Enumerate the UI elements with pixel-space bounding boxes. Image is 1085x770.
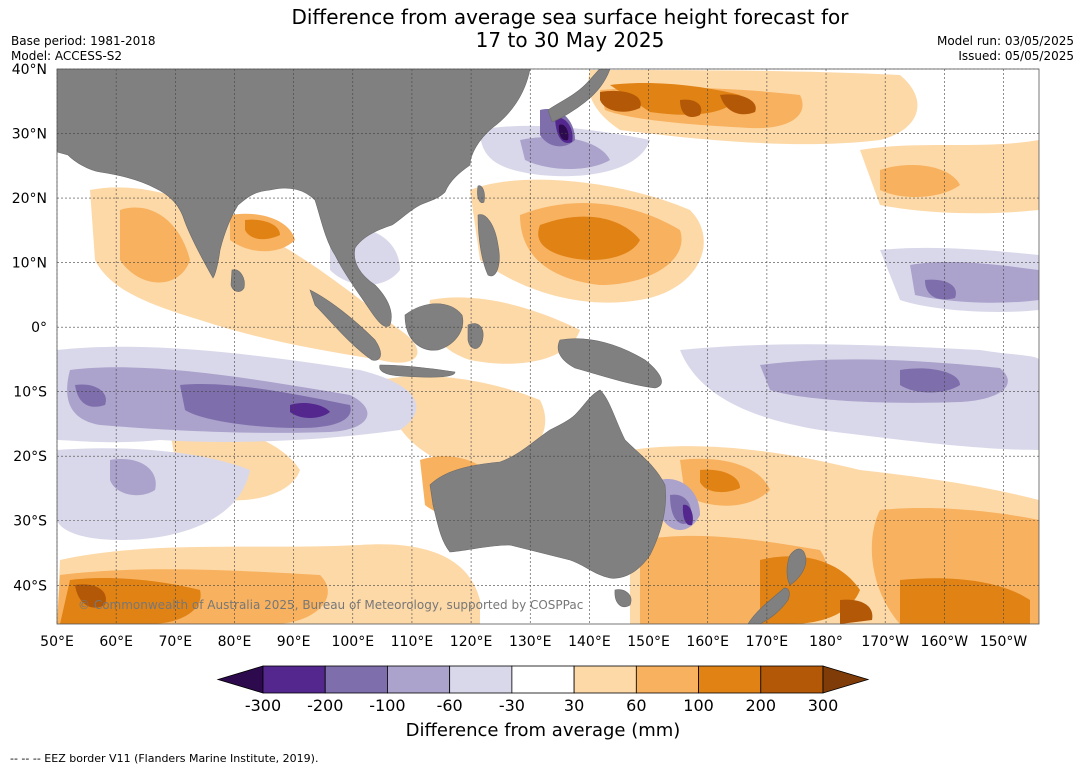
longitude-label: 70°E <box>158 634 192 650</box>
longitude-label: 160°E <box>686 634 729 650</box>
graticule <box>56 68 1039 624</box>
land-java <box>379 364 456 378</box>
longitude-label: 100°E <box>331 634 374 650</box>
longitude-label: 160°W <box>921 634 969 650</box>
longitude-label: 130°E <box>509 634 552 650</box>
colorbar-swatch <box>511 665 575 694</box>
longitude-label: 180° <box>809 634 843 650</box>
land-new-zealand-south <box>747 587 790 624</box>
latitude-label: 20°N <box>12 191 47 207</box>
latitude-label: 10°N <box>12 256 47 272</box>
land-taiwan <box>477 185 485 203</box>
land-sulawesi <box>467 323 484 349</box>
latitude-label: 30°S <box>13 514 47 530</box>
longitude-label: 170°E <box>746 634 789 650</box>
longitude-label: 50°E <box>40 634 74 650</box>
land-philippines <box>477 214 500 277</box>
land-new-guinea <box>557 338 662 389</box>
colorbar-tick-label: -300 <box>245 696 281 715</box>
land-japan <box>547 69 611 123</box>
colorbar-swatch <box>573 665 637 694</box>
land-australia <box>429 389 666 579</box>
colorbar-min-arrow <box>216 665 264 694</box>
colorbar-max-arrow <box>822 665 870 694</box>
longitude-label: 150°W <box>980 634 1028 650</box>
longitude-label: 90°E <box>277 634 311 650</box>
land-sumatra <box>309 289 381 361</box>
colorbar: -300 -200 -100 -60 -30 30 60 100 200 300 <box>216 665 870 715</box>
title-line-1: Difference from average sea surface heig… <box>291 5 849 29</box>
colorbar-tick-label: 300 <box>808 696 839 715</box>
latitude-label: 20°S <box>13 449 47 465</box>
base-period: Base period: 1981-2018 <box>11 34 156 48</box>
eez-footnote: -- -- -- EEZ border V11 (Flanders Marine… <box>10 752 319 765</box>
longitude-label: 120°E <box>450 634 493 650</box>
issued-date: Issued: 05/05/2025 <box>958 49 1074 63</box>
colorbar-tick-label: -60 <box>437 696 463 715</box>
colorbar-tick-label: -30 <box>499 696 525 715</box>
colorbar-label: Difference from average (mm) <box>405 720 681 741</box>
title-line-2: 17 to 30 May 2025 <box>475 28 665 52</box>
latitude-label: 40°N <box>12 62 47 78</box>
colorbar-swatch <box>387 665 451 694</box>
colorbar-tick-label: -200 <box>307 696 343 715</box>
model-run: Model run: 03/05/2025 <box>936 34 1074 48</box>
colorbar-tick-label: 30 <box>564 696 584 715</box>
copyright-note: © Commonwealth of Australia 2025, Bureau… <box>78 598 583 612</box>
longitude-label: 80°E <box>218 634 252 650</box>
latitude-label: 40°S <box>13 578 47 594</box>
longitude-label: 110°E <box>391 634 434 650</box>
colorbar-tick-label: 100 <box>683 696 714 715</box>
land-new-zealand-north <box>786 548 807 586</box>
map-border <box>56 68 1040 625</box>
longitude-label: 140°E <box>568 634 611 650</box>
colorbar-swatch <box>698 665 762 694</box>
latitude-label: 30°N <box>12 127 47 143</box>
colorbar-tick-label: 60 <box>626 696 646 715</box>
colorbar-swatch <box>262 665 326 694</box>
longitude-label: 60°E <box>99 634 133 650</box>
colorbar-swatch <box>449 665 513 694</box>
model-name: Model: ACCESS-S2 <box>11 49 123 63</box>
colorbar-swatch <box>760 665 824 694</box>
longitude-label: 150°E <box>627 634 670 650</box>
latitude-labels: 40°N 30°N 20°N 10°N 0° 10°S 20°S 30°S 40°S <box>12 62 47 594</box>
longitude-labels: 50°E 60°E 70°E 80°E 90°E 100°E 110°E 120°E 130°E… <box>40 634 1027 650</box>
longitude-label: 170°W <box>861 634 909 650</box>
latitude-label: 10°S <box>13 385 47 401</box>
colorbar-tick-label: 200 <box>746 696 777 715</box>
land-tasmania <box>614 589 632 608</box>
latitude-label: 0° <box>31 320 47 336</box>
colorbar-swatch <box>635 665 699 694</box>
colorbar-tick-label: -100 <box>369 696 405 715</box>
colorbar-swatch <box>324 665 388 694</box>
